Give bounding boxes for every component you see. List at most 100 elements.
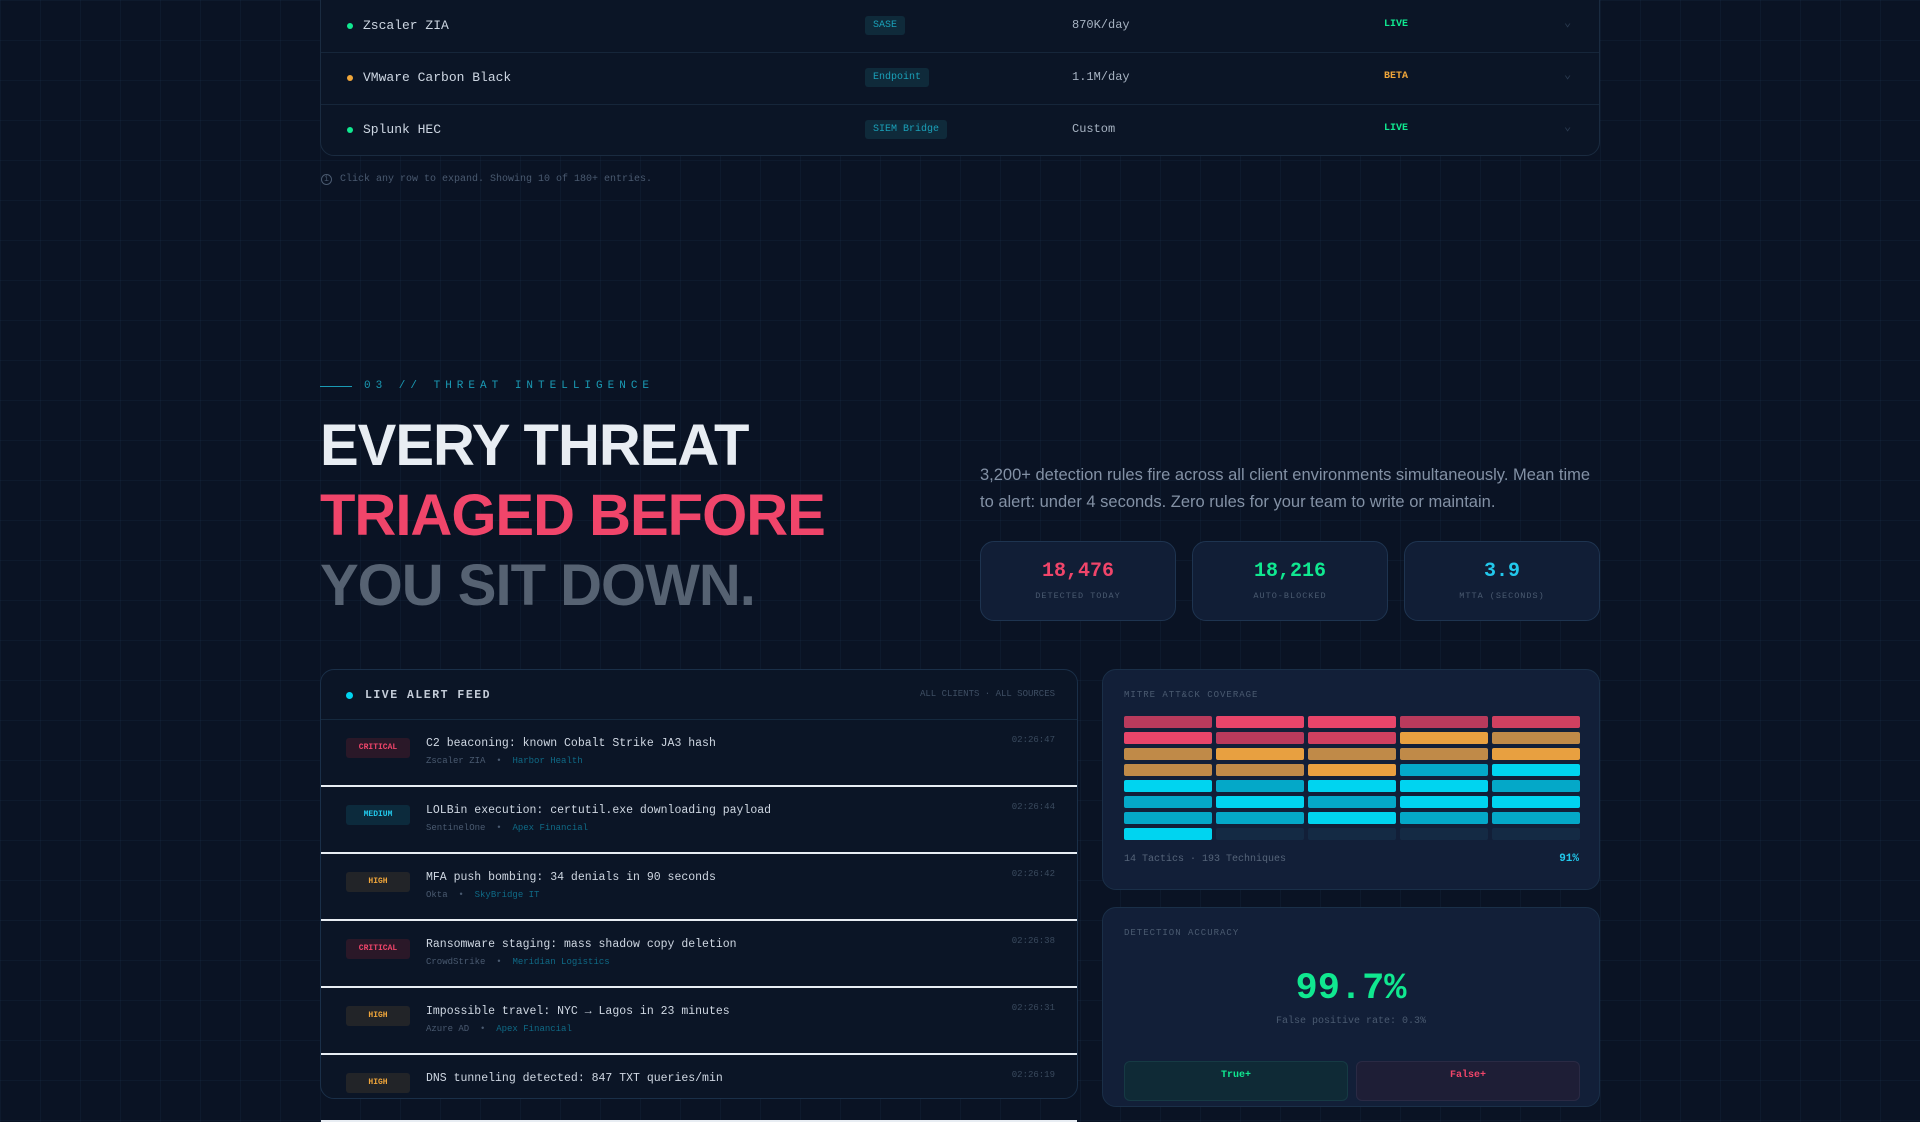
alert-meta: Azure AD • Apex Financial	[426, 1024, 572, 1034]
alert-meta: Zscaler ZIA • Harbor Health	[426, 756, 583, 766]
live-dot-icon	[346, 692, 353, 699]
alert-row[interactable]: HIGH MFA push bombing: 34 denials in 90 s…	[321, 854, 1077, 921]
category-tag: SIEM Bridge	[865, 120, 948, 139]
severity-badge: MEDIUM	[346, 805, 410, 825]
alert-client[interactable]: Apex Financial	[512, 823, 589, 833]
chevron-down-icon[interactable]: ⌄	[1564, 120, 1572, 134]
stat-label: AUTO-BLOCKED	[1253, 591, 1327, 601]
technique-cell	[1124, 796, 1212, 808]
mitre-coverage-card: MITRE ATT&CK COVERAGE 14 Tactics · 193 T…	[1102, 669, 1600, 890]
volume: Custom	[1072, 122, 1116, 136]
technique-cell	[1216, 780, 1304, 792]
separator-dot: •	[447, 890, 475, 900]
volume: 870K/day	[1072, 18, 1130, 32]
chevron-down-icon[interactable]: ⌄	[1564, 68, 1572, 82]
alert-time: 02:26:19	[1011, 1070, 1055, 1080]
alert-title: MFA push bombing: 34 denials in 90 secon…	[426, 871, 716, 884]
technique-cell	[1400, 764, 1488, 776]
alert-meta: CrowdStrike • Meridian Logistics	[426, 957, 610, 967]
alert-client[interactable]: Apex Financial	[496, 1024, 572, 1034]
integration-name: Splunk HEC	[363, 122, 442, 137]
stat-label: DETECTED TODAY	[1035, 591, 1121, 601]
technique-cell	[1400, 716, 1488, 728]
technique-cell	[1492, 796, 1580, 808]
alert-source: SentinelOne	[426, 823, 486, 833]
alert-title: LOLBin execution: certutil.exe downloadi…	[426, 804, 772, 817]
technique-cell	[1124, 828, 1212, 840]
alert-row[interactable]: HIGH DNS tunneling detected: 847 TXT quer…	[321, 1055, 1077, 1122]
mitre-coverage-percent: 91%	[1559, 853, 1579, 865]
alert-time: 02:26:47	[1011, 735, 1055, 745]
true-positive-box: True+	[1124, 1061, 1348, 1101]
technique-cell	[1492, 732, 1580, 744]
alert-title: Impossible travel: NYC → Lagos in 23 min…	[426, 1005, 730, 1018]
alert-client[interactable]: SkyBridge IT	[474, 890, 540, 900]
severity-badge: HIGH	[346, 872, 410, 892]
technique-cell	[1400, 732, 1488, 744]
technique-cell	[1124, 812, 1212, 824]
integrations-table: Zscaler ZIA SASE 870K/day LIVE ⌄ VMware Carbo…	[320, 0, 1600, 156]
technique-cell	[1492, 828, 1580, 840]
alert-time: 02:26:31	[1011, 1003, 1055, 1013]
severity-badge: CRITICAL	[346, 939, 410, 959]
eyebrow-line	[320, 385, 352, 387]
mitre-summary: 14 Tactics · 193 Techniques	[1124, 854, 1287, 865]
severity-badge: HIGH	[346, 1006, 410, 1026]
status-badge: BETA	[1384, 71, 1409, 82]
technique-cell	[1308, 812, 1396, 824]
info-icon: i	[321, 174, 332, 185]
stat-value: 3.9	[1483, 560, 1520, 583]
section-eyebrow: 03 // THREAT INTELLIGENCE	[320, 380, 654, 392]
technique-cell	[1308, 828, 1396, 840]
alert-title: DNS tunneling detected: 847 TXT queries/…	[426, 1072, 723, 1085]
false-positive-box: False+	[1356, 1061, 1580, 1101]
mitre-grid	[1124, 716, 1580, 840]
alert-client[interactable]: Meridian Logistics	[512, 957, 610, 967]
alert-title: Ransomware staging: mass shadow copy del…	[426, 938, 737, 951]
technique-cell	[1216, 748, 1304, 760]
integration-row[interactable]: Splunk HEC SIEM Bridge Custom LIVE ⌄	[321, 105, 1599, 157]
technique-cell	[1216, 732, 1304, 744]
alert-row[interactable]: HIGH Impossible travel: NYC → Lagos in 23…	[321, 988, 1077, 1055]
feed-filter[interactable]: ALL CLIENTS · ALL SOURCES	[919, 689, 1055, 699]
separator-dot: •	[485, 957, 513, 967]
integration-row[interactable]: Zscaler ZIA SASE 870K/day LIVE ⌄	[321, 1, 1599, 53]
technique-cell	[1400, 796, 1488, 808]
category-tag: Endpoint	[865, 68, 930, 87]
technique-cell	[1400, 828, 1488, 840]
headline-line-1: EVERY THREAT	[320, 413, 749, 478]
feed-title: LIVE ALERT FEED	[365, 689, 492, 702]
alert-row[interactable]: CRITICAL Ransomware staging: mass shadow …	[321, 921, 1077, 988]
integration-name: Zscaler ZIA	[363, 18, 449, 33]
alert-source: Okta	[426, 890, 448, 900]
technique-cell	[1308, 796, 1396, 808]
mitre-title: MITRE ATT&CK COVERAGE	[1124, 690, 1259, 700]
stat-label: MTTA (SECONDS)	[1459, 591, 1545, 601]
feed-header: LIVE ALERT FEED ALL CLIENTS · ALL SOURCES	[321, 670, 1077, 720]
chevron-down-icon[interactable]: ⌄	[1564, 16, 1572, 30]
alert-time: 02:26:38	[1011, 936, 1055, 946]
integration-name: VMware Carbon Black	[363, 70, 512, 85]
separator-dot: •	[469, 1024, 497, 1034]
stat-card: 3.9 MTTA (SECONDS)	[1404, 541, 1600, 621]
accuracy-title: DETECTION ACCURACY	[1124, 928, 1240, 938]
technique-cell	[1400, 780, 1488, 792]
technique-cell	[1492, 716, 1580, 728]
alert-meta: SentinelOne • Apex Financial	[426, 823, 588, 833]
technique-cell	[1492, 748, 1580, 760]
technique-cell	[1492, 812, 1580, 824]
technique-cell	[1216, 796, 1304, 808]
alert-row[interactable]: CRITICAL C2 beaconing: known Cobalt Strik…	[321, 720, 1077, 787]
integration-row[interactable]: VMware Carbon Black Endpoint 1.1M/day BETA ⌄	[321, 53, 1599, 105]
stat-card: 18,216 AUTO-BLOCKED	[1192, 541, 1388, 621]
technique-cell	[1492, 780, 1580, 792]
technique-cell	[1124, 748, 1212, 760]
stat-card: 18,476 DETECTED TODAY	[980, 541, 1176, 621]
alert-row[interactable]: MEDIUM LOLBin execution: certutil.exe dow…	[321, 787, 1077, 854]
technique-cell	[1124, 764, 1212, 776]
technique-cell	[1308, 716, 1396, 728]
alert-client[interactable]: Harbor Health	[512, 756, 583, 766]
technique-cell	[1308, 732, 1396, 744]
false-positive-rate: False positive rate: 0.3%	[1275, 1016, 1427, 1027]
severity-badge: CRITICAL	[346, 738, 410, 758]
